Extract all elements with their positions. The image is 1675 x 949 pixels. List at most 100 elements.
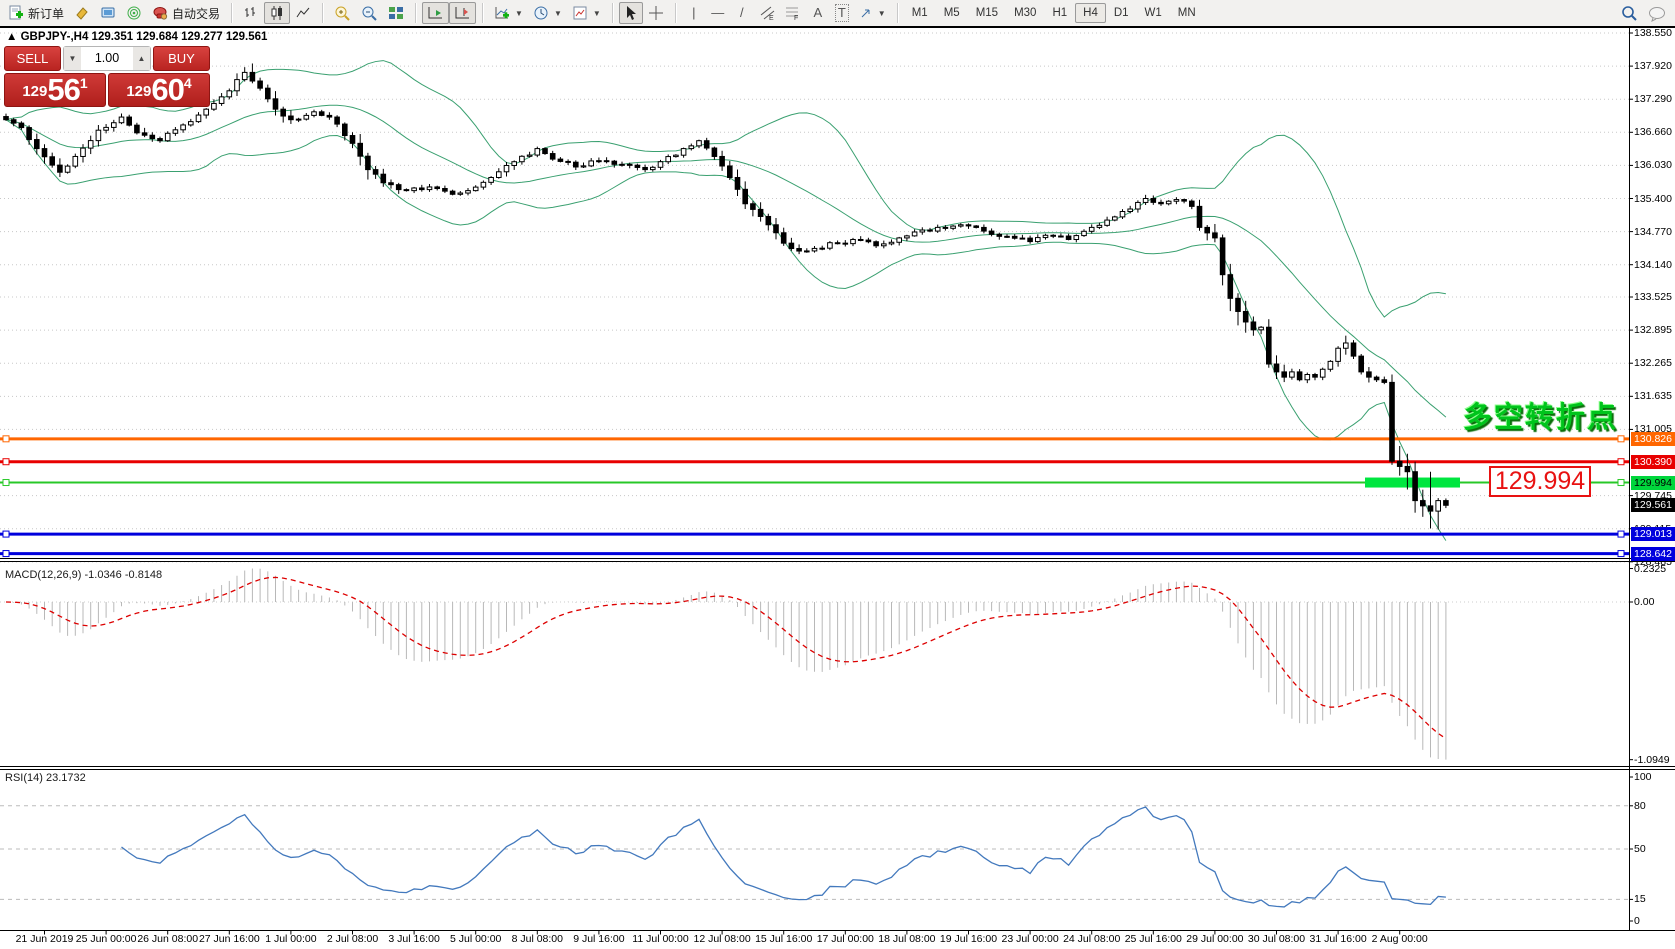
tf-button-H4[interactable]: H4 [1075, 3, 1106, 23]
chart-shift-button[interactable] [449, 2, 477, 24]
line-handle[interactable] [2, 435, 10, 443]
channel-tool-button[interactable]: E [754, 2, 780, 24]
timeframe-group: M1 M5 M15 M30 H1 H4 D1 W1 MN [901, 0, 1207, 26]
turning-point-annotation[interactable]: 多空转折点 [1462, 402, 1618, 434]
line-handle[interactable] [2, 550, 10, 558]
dropdown-caret-icon: ▼ [553, 8, 562, 18]
zoom-in-icon [335, 6, 350, 21]
chart-shift-icon [455, 7, 470, 19]
periods-button[interactable]: ▼ [528, 2, 567, 24]
indicators-icon [495, 7, 510, 19]
new-order-icon [9, 5, 23, 20]
tile-windows-icon [389, 7, 404, 19]
arrows-icon [861, 9, 870, 18]
macd-label: MACD(12,26,9) -1.0346 -0.8148 [5, 569, 163, 581]
toolbar: 新订单 自动交易 [0, 0, 1675, 27]
price-callout-box[interactable]: 129.994 [1489, 466, 1591, 497]
tf-button-M1[interactable]: M1 [911, 7, 928, 19]
crosshair-icon [648, 6, 663, 20]
terminal-icon [101, 7, 115, 18]
cursor-tool-button[interactable] [618, 2, 643, 24]
tf-button-H1[interactable]: H1 [1052, 7, 1068, 19]
arrows-tool-button[interactable]: ▼ [854, 2, 891, 24]
line-chart-icon [296, 7, 310, 18]
line-handle[interactable] [2, 458, 10, 466]
sell-price-display[interactable]: 129 56 1 [4, 73, 106, 107]
macd-main-value: -1.0346 [84, 569, 122, 581]
dropdown-caret-icon: ▼ [877, 8, 886, 18]
line-handle[interactable] [2, 530, 10, 538]
volume-up-button[interactable]: ▲ [133, 47, 150, 70]
bar-chart-button[interactable] [238, 2, 264, 24]
buy-price-display[interactable]: 129 60 4 [108, 73, 210, 107]
horizontal-line-objects[interactable] [0, 435, 1629, 558]
tf-button-M15[interactable]: M15 [975, 7, 999, 19]
tf-button-MN[interactable]: MN [1177, 7, 1196, 19]
volume-input[interactable]: 1.00 [94, 51, 120, 65]
autotrading-icon [153, 7, 168, 20]
candlesticks [3, 63, 1449, 530]
new-order-button[interactable]: 新订单 [3, 2, 69, 24]
text-icon: A [813, 5, 823, 20]
crosshair-tool-button[interactable] [643, 2, 669, 24]
tf-button-D1[interactable]: D1 [1113, 7, 1129, 19]
macd-signal-line [5, 576, 1447, 740]
cursor-icon [626, 6, 636, 20]
text-tool-button[interactable]: A [806, 2, 830, 24]
line-handle[interactable] [1617, 479, 1625, 487]
symbol-title: GBPJPY-,H4 [20, 31, 89, 43]
zoom-out-button[interactable] [356, 2, 383, 24]
sell-price-pip: 1 [79, 75, 88, 91]
hline-icon: — [711, 5, 725, 20]
line-handle[interactable] [2, 479, 10, 487]
toolbar-separator [322, 3, 324, 23]
toolbar-separator [415, 3, 417, 23]
trendline-tool-button[interactable]: / [730, 2, 754, 24]
eraser-button[interactable] [69, 2, 95, 24]
label-icon: T [834, 4, 849, 22]
vline-tool-button[interactable]: | [682, 2, 706, 24]
one-click-trading-panel: SELL ▼ 1.00 ▲ BUY 129 56 1 129 60 4 [4, 46, 210, 107]
label-tool-button[interactable]: T [830, 2, 854, 24]
line-handle[interactable] [1617, 458, 1625, 466]
zoom-out-icon [362, 6, 377, 21]
line-chart-button[interactable] [290, 2, 316, 24]
terminal-button[interactable] [95, 2, 121, 24]
rsi-label: RSI(14) 23.1732 [5, 772, 86, 784]
dropdown-caret-icon: ▼ [515, 8, 523, 18]
toolbar-separator [231, 3, 233, 23]
tf-button-M5[interactable]: M5 [943, 7, 960, 19]
sell-button[interactable]: SELL [4, 46, 61, 71]
sell-price-big: 56 [47, 72, 80, 107]
signals-button[interactable] [121, 2, 147, 24]
hline-tool-button[interactable]: — [706, 2, 730, 24]
buy-price-prefix: 129 [126, 83, 152, 100]
ohlc-values: 129.351 129.684 129.277 129.561 [91, 31, 268, 43]
new-order-label: 新订单 [28, 6, 65, 21]
tf-button-W1[interactable]: W1 [1144, 7, 1162, 19]
candlestick-chart-button[interactable] [264, 2, 291, 24]
line-handle[interactable] [1617, 550, 1625, 558]
autotrading-button[interactable]: 自动交易 [147, 2, 225, 24]
eraser-icon [76, 7, 88, 20]
line-handle[interactable] [1617, 435, 1625, 443]
auto-scroll-button[interactable] [422, 2, 450, 24]
svg-text:E: E [769, 15, 774, 21]
panel-collapse-arrow[interactable]: ▲ [6, 31, 18, 43]
volume-spinner: ▼ 1.00 ▲ [63, 46, 151, 71]
candlestick-chart-icon [271, 6, 283, 20]
chat-icon[interactable] [1648, 6, 1667, 22]
templates-button[interactable]: ▼ [567, 2, 606, 24]
buy-price-big: 60 [151, 72, 184, 107]
chart-header: ▲ GBPJPY-,H4 129.351 129.684 129.277 129… [6, 31, 267, 43]
zoom-in-button[interactable] [329, 2, 356, 24]
fibonacci-tool-button[interactable]: F [780, 2, 806, 24]
tf-button-M30[interactable]: M30 [1014, 7, 1037, 19]
line-handle[interactable] [1617, 530, 1625, 538]
buy-button[interactable]: BUY [153, 46, 210, 71]
tile-windows-button[interactable] [383, 2, 409, 24]
volume-down-button[interactable]: ▼ [64, 47, 81, 70]
indicators-button[interactable]: ▼ [489, 2, 528, 24]
search-icon[interactable] [1621, 5, 1638, 22]
